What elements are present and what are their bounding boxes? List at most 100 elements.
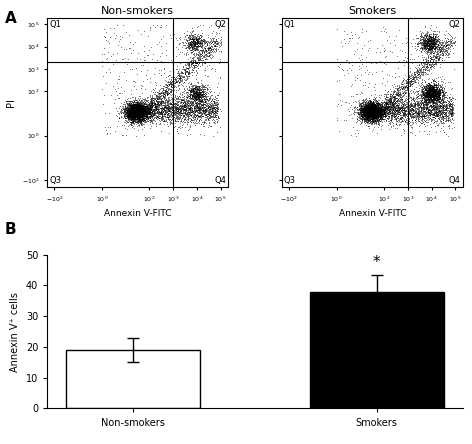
Point [434,96,441,103]
Point [361,111,368,118]
Point [440,107,448,114]
Point [217,39,224,46]
Point [167,84,175,91]
Point [415,67,423,74]
Point [176,113,184,120]
Point [120,104,127,111]
Point [129,111,137,118]
Point [134,100,141,107]
Point [427,65,435,72]
Point [163,105,170,112]
Point [191,94,198,101]
Point [124,112,131,119]
Point [159,105,166,112]
Point [151,107,158,114]
Point [379,106,387,113]
Point [141,105,148,112]
Point [163,113,170,120]
Point [163,85,170,92]
Point [419,96,426,103]
Point [410,106,417,113]
Point [204,111,211,118]
Point [431,59,438,66]
Point [369,109,377,116]
Point [367,108,374,115]
Point [365,105,373,112]
Point [415,110,422,117]
Point [443,113,451,120]
Point [188,82,195,89]
Point [405,95,412,102]
Point [416,99,423,107]
Point [190,36,198,43]
Point [373,114,381,121]
Point [126,106,134,113]
Point [122,108,130,115]
Point [429,41,437,48]
Point [146,113,153,120]
Point [171,106,179,113]
Point [368,115,376,122]
Point [133,116,140,123]
Point [129,109,137,116]
Point [399,83,407,91]
Point [380,108,388,115]
Point [391,110,399,117]
Point [209,97,216,104]
Point [180,113,187,120]
Point [413,107,420,115]
Point [427,39,435,46]
Point [384,87,391,95]
Point [155,95,163,102]
Point [190,109,197,116]
Point [194,40,201,48]
Point [445,103,453,110]
Point [377,107,385,115]
Point [195,103,203,110]
Point [372,108,379,115]
Point [416,33,423,40]
Point [424,91,432,98]
Point [130,103,137,111]
Point [378,100,385,107]
Point [130,102,138,109]
Point [395,83,403,90]
Point [166,109,174,116]
Point [438,94,446,101]
Point [133,107,140,114]
Point [431,114,439,121]
Point [182,37,190,44]
Point [215,60,223,67]
Point [207,44,214,52]
Point [136,111,143,118]
Point [372,111,379,119]
Point [161,118,169,125]
Point [193,55,200,62]
Point [434,97,441,104]
Point [132,115,140,123]
Point [398,108,405,115]
Point [429,87,436,95]
Point [393,91,401,99]
Point [409,109,417,116]
Point [183,99,191,106]
Point [432,112,439,119]
Point [378,107,385,114]
Point [186,63,194,71]
Point [374,117,382,124]
Point [429,85,436,92]
Point [176,48,183,56]
Point [415,117,422,124]
Point [182,32,190,39]
Point [179,102,187,109]
Point [140,103,148,110]
Point [146,116,153,123]
Point [197,46,204,53]
Point [389,98,397,105]
Point [428,39,436,46]
Point [207,107,215,115]
Point [363,108,371,115]
Point [181,67,188,74]
Point [366,106,374,113]
Point [424,37,432,44]
